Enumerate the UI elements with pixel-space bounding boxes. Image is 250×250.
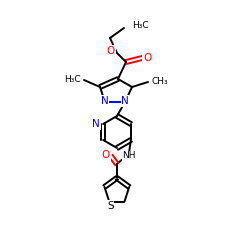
Text: N: N	[92, 119, 100, 129]
Text: N: N	[101, 96, 109, 106]
Text: O: O	[102, 150, 110, 160]
Text: O: O	[107, 46, 115, 56]
Text: H₃C: H₃C	[64, 74, 81, 84]
Text: O: O	[143, 53, 151, 63]
Text: H₃C: H₃C	[132, 20, 148, 30]
Text: N: N	[121, 96, 129, 106]
Text: NH: NH	[122, 152, 136, 160]
Text: S: S	[107, 200, 114, 210]
Text: CH₃: CH₃	[152, 76, 168, 86]
